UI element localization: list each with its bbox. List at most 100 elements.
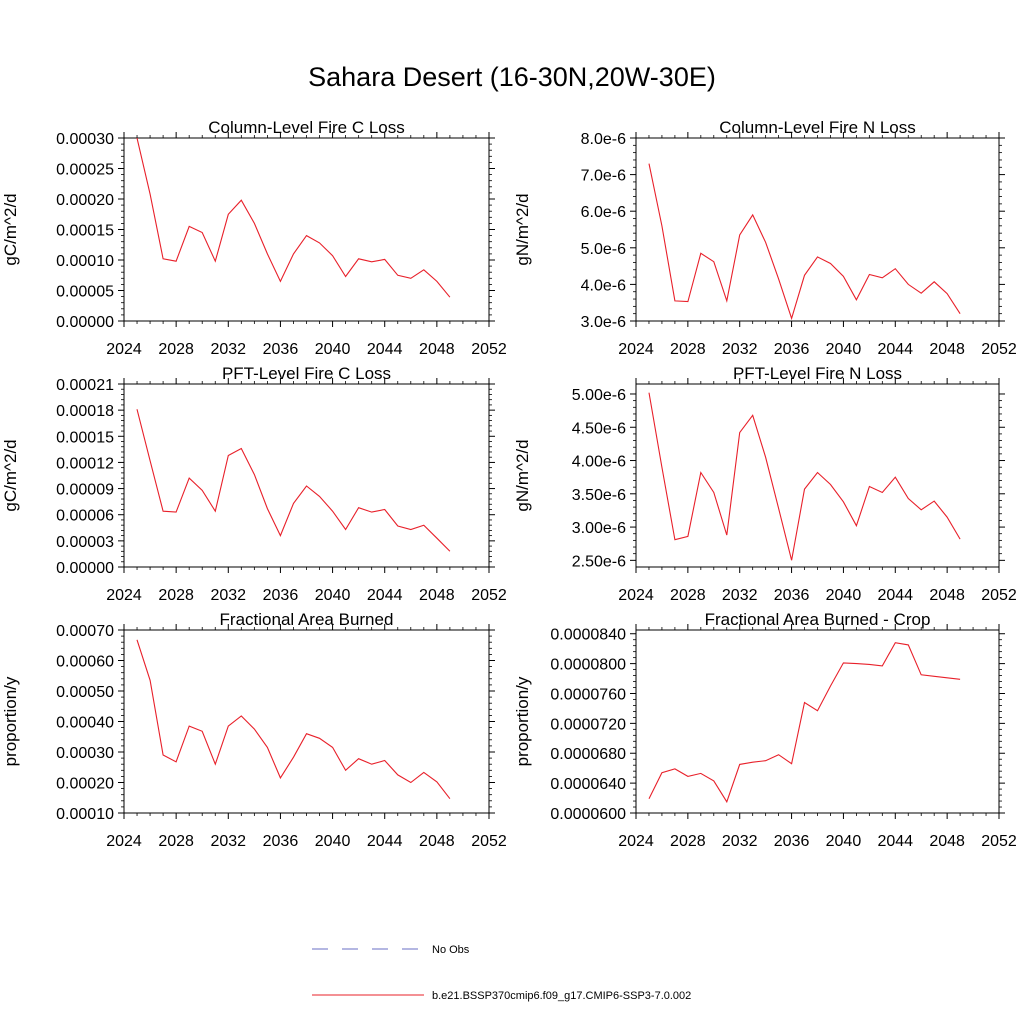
x-tick-label: 2036	[774, 833, 810, 850]
x-tick-label: 2032	[210, 833, 246, 850]
y-tick-label: 4.0e-6	[581, 277, 626, 294]
series-line	[648, 163, 961, 321]
chart-panel-2: Column-Level Fire N Loss gN/m^2/d 2024 2028…	[513, 118, 1017, 358]
x-tick-label: 2024	[618, 587, 654, 604]
x-tick-label: 2024	[106, 833, 142, 850]
chart-panel-4: PFT-Level Fire N Loss gN/m^2/d 2024 2028 203…	[513, 364, 1017, 604]
y-tick-label: 0.00020	[56, 192, 114, 209]
x-tick-label: 2052	[471, 587, 507, 604]
y-tick-label: 0.0000720	[550, 716, 626, 733]
x-tick-label: 2024	[618, 833, 654, 850]
y-tick-label: 2.50e-6	[572, 553, 626, 570]
y-tick-label: 0.00030	[56, 131, 114, 148]
y-tick-label: 5.00e-6	[572, 387, 626, 404]
chart-panel-3: PFT-Level Fire C Loss gC/m^2/d 2024 2028 203…	[1, 364, 507, 604]
y-tick-label: 0.0000640	[550, 776, 626, 793]
x-tick-label: 2044	[367, 833, 403, 850]
y-axis-label: proportion/y	[513, 676, 532, 766]
x-tick-label: 2044	[877, 833, 913, 850]
y-tick-label: 0.00021	[56, 377, 114, 394]
chart-panel-6: Fractional Area Burned - Crop proportion/…	[513, 610, 1017, 850]
x-tick-label: 2040	[315, 833, 351, 850]
y-tick-label: 0.00012	[56, 455, 114, 472]
y-tick-label: 0.00010	[56, 806, 114, 823]
plot-frame	[123, 629, 490, 814]
x-tick-label: 2032	[210, 587, 246, 604]
y-axis-label: gC/m^2/d	[1, 193, 20, 265]
x-tick-label: 2052	[981, 341, 1017, 358]
y-tick-label: 0.00000	[56, 314, 114, 331]
y-tick-label: 0.00010	[56, 253, 114, 270]
plot-frame	[123, 137, 490, 322]
x-tick-label: 2036	[263, 341, 299, 358]
y-tick-label: 0.00025	[56, 162, 114, 179]
chart-panel-1: Column-Level Fire C Loss gC/m^2/d 2024 2028…	[1, 118, 507, 358]
x-tick-label: 2024	[106, 341, 142, 358]
y-tick-label: 0.00009	[56, 482, 114, 499]
y-tick-label: 0.0000600	[550, 806, 626, 823]
y-tick-label: 6.0e-6	[581, 204, 626, 221]
x-tick-label: 2040	[315, 587, 351, 604]
y-tick-label: 3.50e-6	[572, 487, 626, 504]
x-tick-label: 2032	[722, 587, 758, 604]
chart-panel-5: Fractional Area Burned proportion/y 2024 20…	[1, 610, 507, 850]
y-tick-label: 0.0000760	[550, 686, 626, 703]
x-tick-label: 2024	[106, 587, 142, 604]
series-line	[136, 639, 451, 800]
y-axis-label: gN/m^2/d	[513, 193, 532, 265]
x-tick-label: 2028	[670, 833, 706, 850]
series-line	[648, 642, 961, 804]
x-tick-label: 2040	[826, 587, 862, 604]
page-title: Sahara Desert (16-30N,20W-30E)	[308, 62, 716, 92]
chart-title: Fractional Area Burned - Crop	[705, 610, 931, 629]
x-tick-label: 2044	[367, 587, 403, 604]
y-tick-label: 0.00006	[56, 508, 114, 525]
chart-title: Column-Level Fire C Loss	[208, 118, 405, 137]
series-line	[648, 392, 961, 561]
chart-title: PFT-Level Fire C Loss	[222, 364, 391, 383]
plot-frame	[635, 629, 1000, 814]
y-tick-label: 3.0e-6	[581, 314, 626, 331]
x-tick-label: 2048	[929, 341, 965, 358]
chart-title: Fractional Area Burned	[220, 610, 394, 629]
x-tick-label: 2048	[419, 587, 455, 604]
y-tick-label: 0.00015	[56, 223, 114, 240]
x-tick-label: 2040	[826, 341, 862, 358]
chart-title: PFT-Level Fire N Loss	[733, 364, 902, 383]
x-tick-label: 2052	[471, 341, 507, 358]
x-tick-label: 2032	[210, 341, 246, 358]
x-tick-label: 2036	[774, 341, 810, 358]
y-tick-label: 0.00040	[56, 715, 114, 732]
x-tick-label: 2040	[315, 341, 351, 358]
y-tick-label: 4.00e-6	[572, 454, 626, 471]
x-tick-label: 2052	[981, 833, 1017, 850]
y-tick-label: 8.0e-6	[581, 131, 626, 148]
x-tick-label: 2048	[929, 587, 965, 604]
plot-frame	[635, 383, 1000, 568]
x-tick-label: 2044	[877, 341, 913, 358]
x-tick-label: 2036	[263, 833, 299, 850]
x-tick-label: 2040	[826, 833, 862, 850]
x-tick-label: 2028	[158, 833, 194, 850]
y-tick-label: 0.0000840	[550, 627, 626, 644]
x-tick-label: 2048	[419, 341, 455, 358]
x-tick-label: 2052	[981, 587, 1017, 604]
x-tick-label: 2036	[263, 587, 299, 604]
y-tick-label: 0.00015	[56, 429, 114, 446]
x-tick-label: 2024	[618, 341, 654, 358]
chart-title: Column-Level Fire N Loss	[719, 118, 916, 137]
y-tick-label: 5.0e-6	[581, 241, 626, 258]
y-axis-label: gN/m^2/d	[513, 439, 532, 511]
series-line	[136, 137, 451, 298]
series-line	[136, 409, 451, 552]
y-tick-label: 0.00060	[56, 654, 114, 671]
y-tick-label: 0.00018	[56, 403, 114, 420]
y-tick-label: 0.00005	[56, 284, 114, 301]
y-tick-label: 0.0000680	[550, 746, 626, 763]
x-tick-label: 2052	[471, 833, 507, 850]
y-tick-label: 3.00e-6	[572, 520, 626, 537]
y-tick-label: 0.00003	[56, 534, 114, 551]
y-tick-label: 0.00000	[56, 560, 114, 577]
y-tick-label: 0.0000800	[550, 657, 626, 674]
